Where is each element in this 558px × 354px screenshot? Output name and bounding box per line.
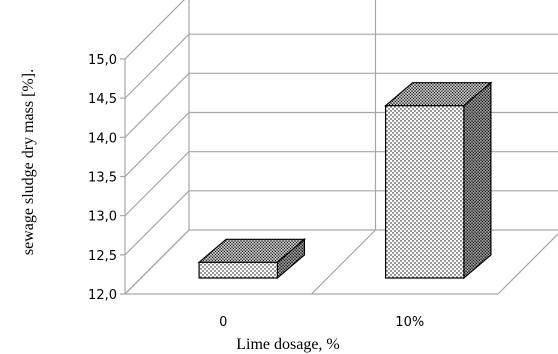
- bar-front: [198, 261, 279, 279]
- y-tick-label: 14,5: [88, 92, 117, 107]
- grid: [124, 0, 558, 295]
- y-tick-label: 13,0: [88, 210, 117, 225]
- floor-line: [497, 233, 558, 295]
- floor-line: [124, 229, 190, 295]
- bar-side: [463, 81, 492, 280]
- side-gridline: [124, 190, 190, 256]
- side-gridline: [124, 33, 190, 99]
- bars: [197, 81, 493, 280]
- bar: [383, 81, 493, 280]
- y-tick-label: 14,0: [88, 131, 117, 146]
- y-axis: 12,0 12,5 13,0 13,5 14,0 14,5 15,0: [88, 53, 125, 303]
- y-tick-label: 12,5: [88, 249, 117, 264]
- x-axis: 0 10%: [219, 315, 424, 330]
- y-tick-label: 12,0: [88, 288, 117, 303]
- side-gridline: [124, 151, 190, 217]
- bar: [197, 238, 307, 280]
- x-axis-title: Lime dosage, %: [236, 336, 340, 353]
- side-gridline: [124, 112, 190, 177]
- x-tick-label: 0: [219, 315, 227, 330]
- side-gridline: [124, 0, 185, 60]
- x-tick-label: 10%: [395, 315, 424, 330]
- y-axis-title: sewage sludge dry mass [%].: [20, 69, 37, 255]
- bar-front: [384, 105, 465, 279]
- floor-line: [311, 229, 376, 295]
- side-gridline: [124, 72, 190, 138]
- y-tick-label: 15,0: [88, 53, 117, 68]
- y-tick-label: 13,5: [88, 171, 117, 186]
